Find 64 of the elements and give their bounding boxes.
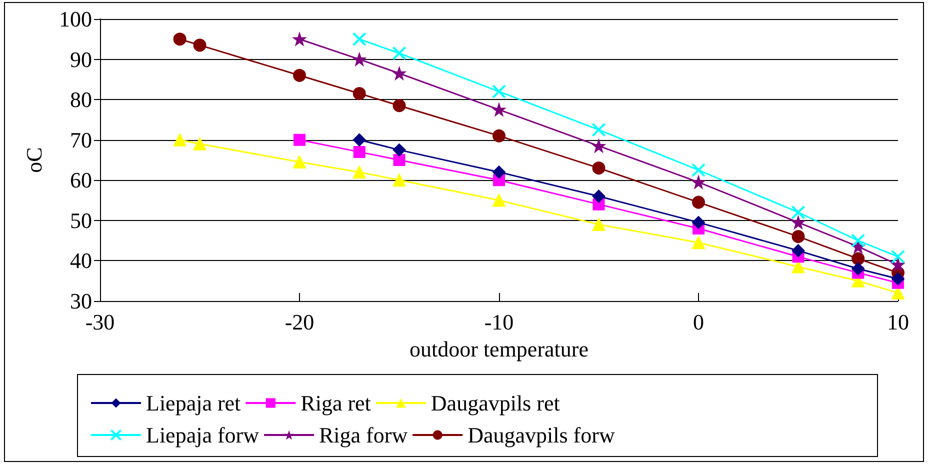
point: [392, 66, 406, 80]
point: [492, 129, 506, 142]
x-tick-label: -20: [284, 310, 314, 334]
point: [492, 103, 506, 116]
point: [393, 154, 406, 166]
point: [173, 133, 186, 146]
point: [293, 68, 306, 82]
point: [293, 32, 306, 46]
legend-label: Daugavpils forw: [468, 422, 615, 448]
point: [173, 32, 186, 46]
point: [352, 52, 366, 66]
point: [492, 84, 506, 99]
y-tick-label: 80: [70, 87, 92, 112]
x-axis-title: outdoor temperature: [410, 336, 588, 362]
point: [392, 99, 406, 112]
legend-label: Daugavpils ret: [430, 390, 560, 416]
point: [492, 166, 506, 179]
point: [892, 258, 904, 272]
point: [792, 216, 805, 229]
y-tick-label: 70: [70, 127, 92, 152]
y-tick-label: 50: [70, 208, 92, 233]
point: [392, 143, 406, 156]
point: [294, 134, 306, 146]
point: [352, 133, 366, 146]
point: [692, 216, 705, 229]
point: [592, 122, 606, 137]
point: [892, 272, 904, 286]
y-tick-label: 90: [70, 46, 92, 72]
point: [193, 137, 206, 150]
point: [293, 156, 306, 169]
y-tick-label: 100: [59, 6, 92, 32]
x-tick-label: 0: [693, 310, 704, 334]
point: [392, 174, 406, 187]
point: [852, 262, 865, 276]
point: [792, 244, 805, 258]
point: [392, 46, 406, 60]
point: [692, 196, 705, 209]
point: [352, 87, 366, 100]
point: [792, 230, 805, 244]
legend-label: Riga ret: [300, 390, 371, 416]
x-tick-label: 10: [887, 310, 909, 334]
point: [353, 146, 366, 158]
point: [492, 194, 506, 207]
point: [692, 236, 705, 250]
point: [891, 250, 905, 264]
y-tick-label: 60: [70, 168, 92, 193]
point: [592, 139, 606, 152]
point: [791, 205, 806, 220]
point: [592, 218, 606, 231]
point: [852, 252, 865, 266]
x-tick-label: -10: [484, 310, 514, 334]
point: [193, 38, 206, 52]
y-tick-label: 40: [70, 248, 92, 274]
point: [352, 166, 366, 179]
point: [692, 176, 705, 189]
point: [592, 190, 606, 203]
point: [692, 163, 706, 178]
legend-label: Liepaja forw: [146, 422, 260, 448]
legend-label: Riga forw: [318, 422, 408, 448]
point: [851, 234, 866, 248]
legend-label: Liepaja ret: [146, 390, 241, 416]
y-axis-title: oC: [22, 147, 46, 173]
point: [592, 162, 606, 175]
point: [352, 32, 366, 46]
